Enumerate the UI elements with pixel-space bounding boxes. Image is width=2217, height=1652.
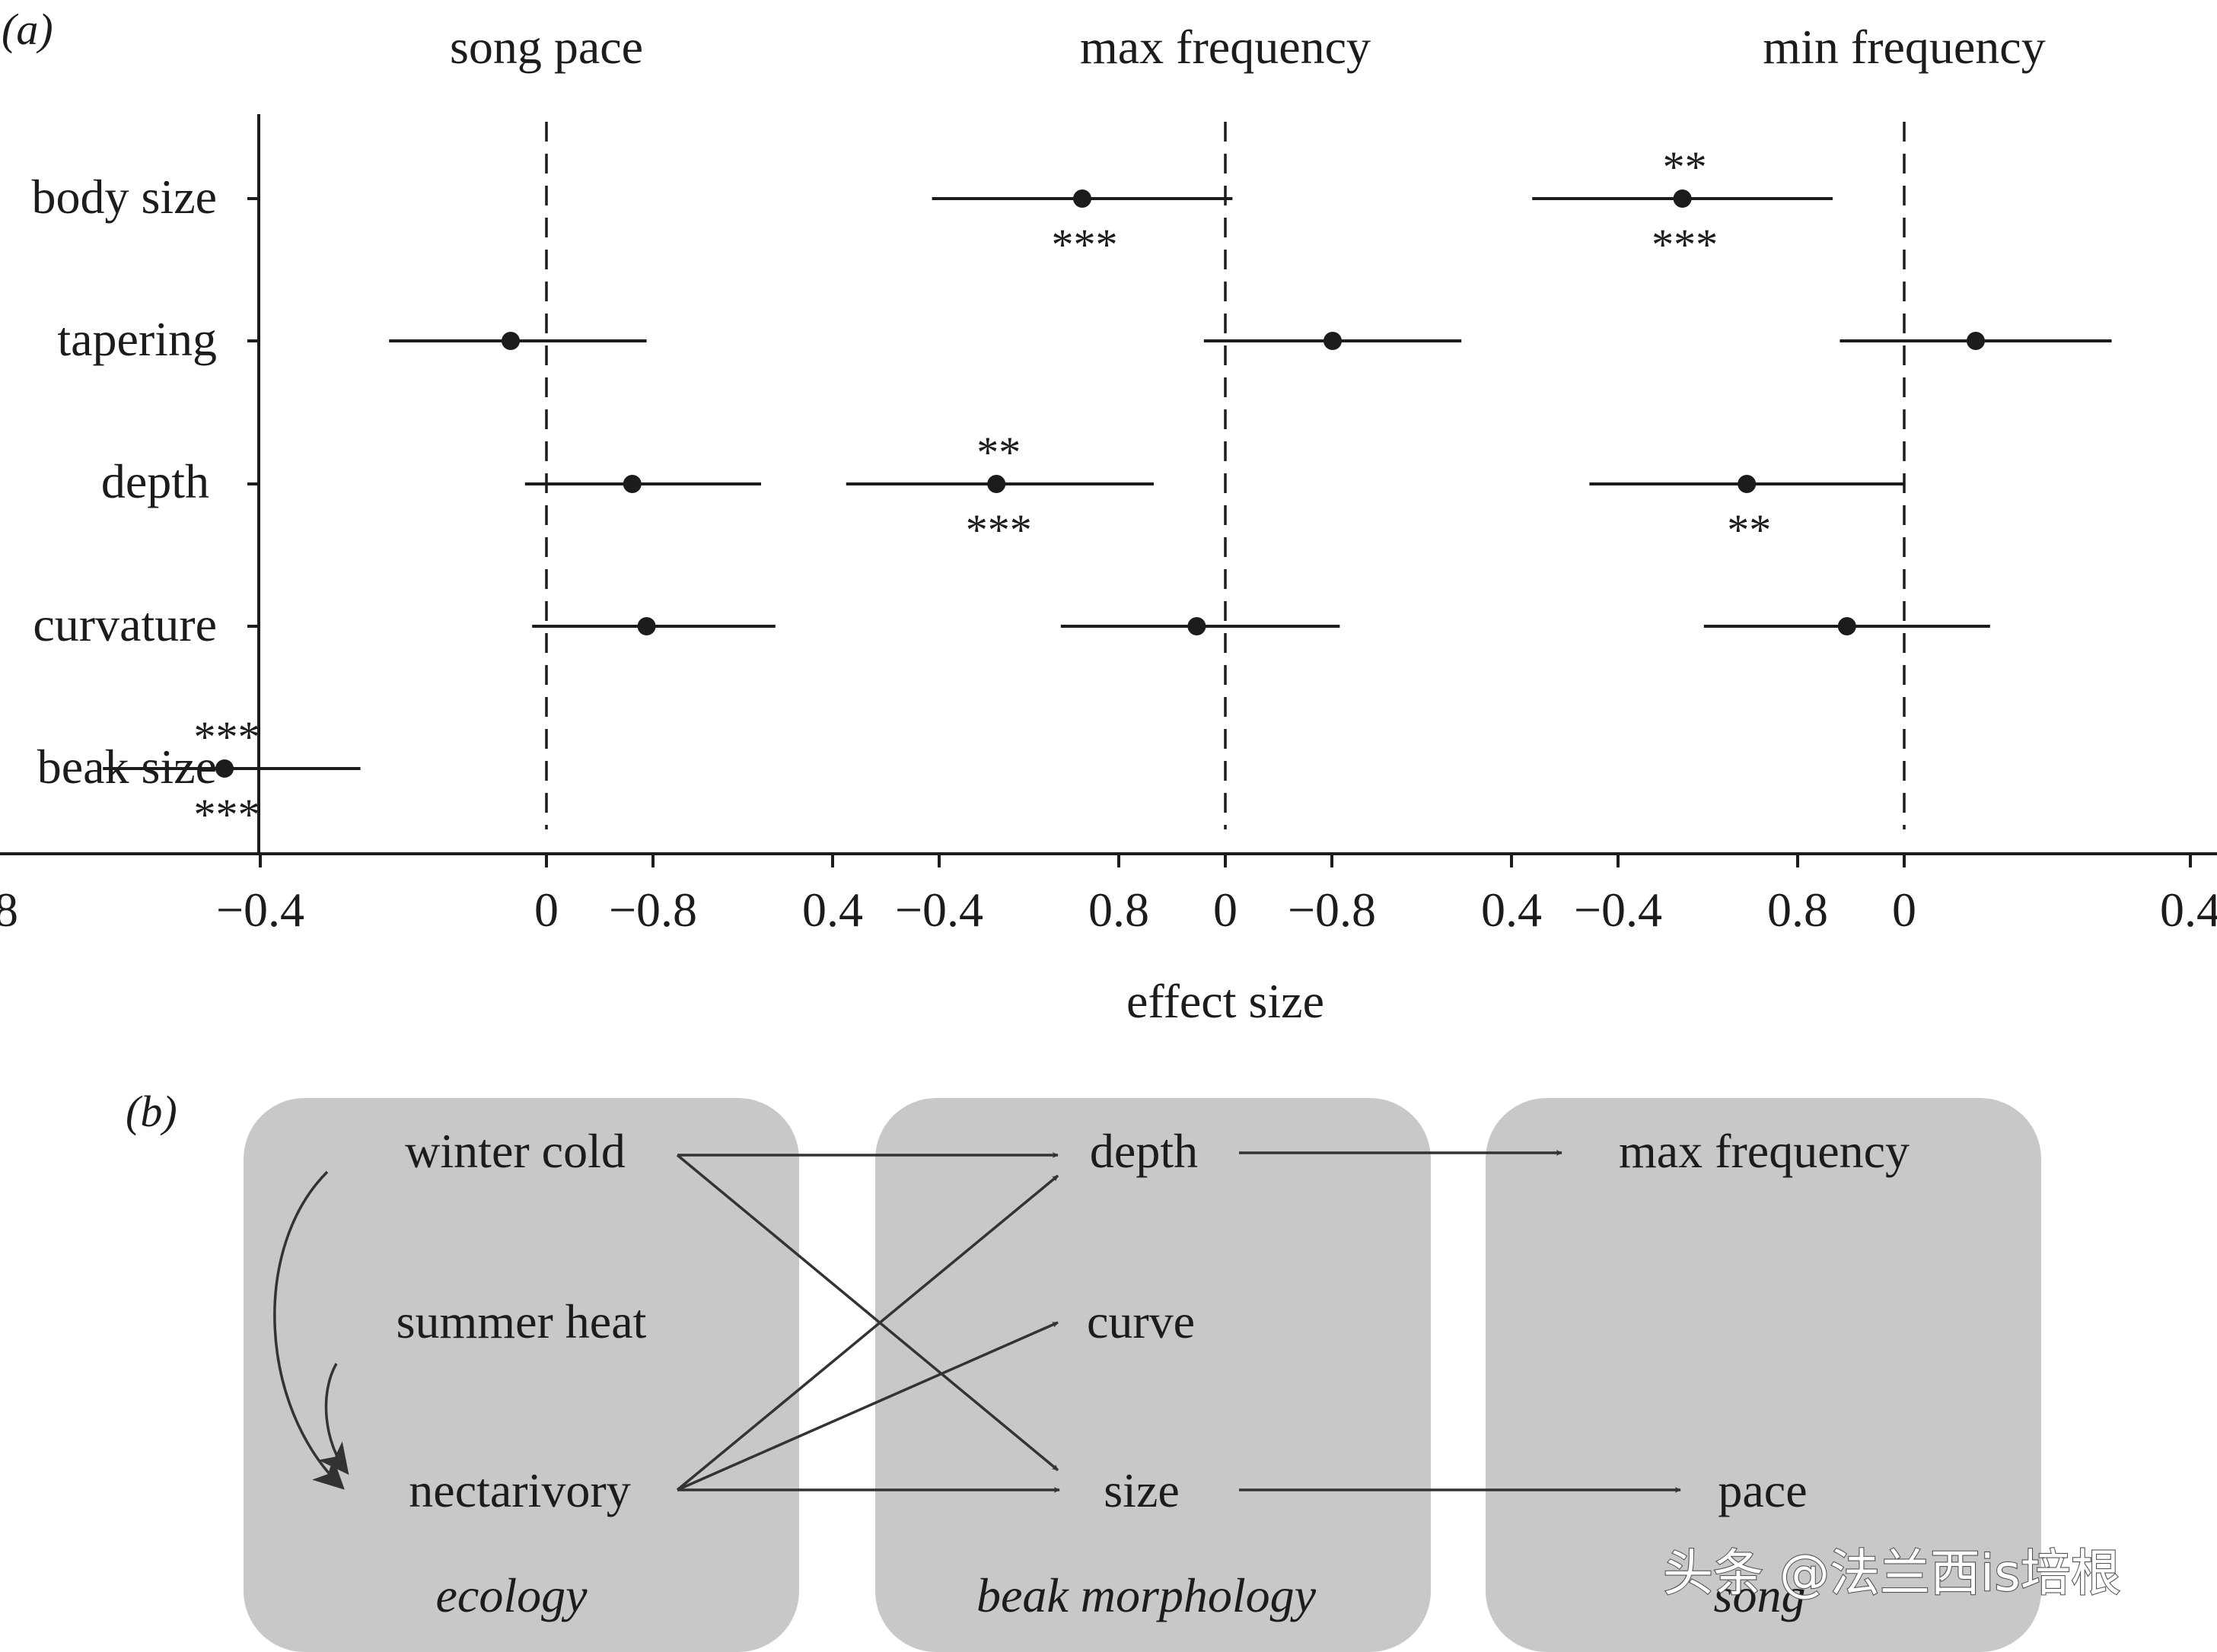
diagram-edges bbox=[273, 1150, 1681, 1493]
point-estimate bbox=[1738, 475, 1757, 493]
x-tick-label: −0.8 bbox=[1288, 883, 1376, 937]
predictor-label: beak size bbox=[37, 740, 217, 794]
point-estimate bbox=[502, 332, 520, 350]
significance-marker: *** bbox=[966, 505, 1032, 555]
plot-area: −0.8−0.400.40.8******−0.8−0.400.40.8****… bbox=[0, 114, 2217, 937]
point-estimate bbox=[1324, 332, 1342, 350]
significance-marker: *** bbox=[194, 790, 260, 839]
x-tick-label: −0.4 bbox=[1574, 883, 1662, 937]
predictor-label: depth bbox=[101, 454, 209, 508]
panel-title: song pace bbox=[450, 20, 643, 74]
node-winter-cold: winter cold bbox=[405, 1124, 626, 1178]
watermark: 头条 @法兰西is培根 bbox=[1663, 1544, 2121, 1603]
point-estimate bbox=[623, 475, 642, 493]
point-estimate bbox=[1673, 189, 1692, 208]
group-box-ecology bbox=[244, 1098, 799, 1652]
node-size: size bbox=[1104, 1463, 1180, 1517]
x-tick-label: 0.4 bbox=[2160, 883, 2217, 937]
panel-title: max frequency bbox=[1080, 20, 1371, 74]
node-summer-heat: summer heat bbox=[397, 1294, 647, 1348]
edge-nectarivory-to-curve bbox=[677, 1321, 1059, 1491]
point-estimate bbox=[1073, 189, 1091, 208]
x-tick-label: 0.8 bbox=[1767, 883, 1828, 937]
group-label-ecology: ecology bbox=[436, 1568, 588, 1622]
significance-marker: *** bbox=[1052, 220, 1118, 269]
x-tick-label: −0.4 bbox=[895, 883, 983, 937]
x-tick-label: −0.4 bbox=[216, 883, 304, 937]
x-tick-label: −0.8 bbox=[0, 883, 18, 937]
edge-summer-heat-to-nectarivory bbox=[318, 1363, 349, 1475]
node-depth: depth bbox=[1090, 1124, 1198, 1178]
edge-nectarivory-to-depth bbox=[676, 1174, 1059, 1491]
point-estimate bbox=[1187, 617, 1206, 635]
panel-b-label: (b) bbox=[126, 1087, 177, 1136]
group-label-song: song bbox=[1714, 1568, 1806, 1622]
x-tick-label: 0 bbox=[1213, 883, 1238, 937]
node-curve: curve bbox=[1087, 1294, 1195, 1348]
significance-marker: ** bbox=[1727, 505, 1771, 555]
x-tick-label: 0.8 bbox=[1088, 883, 1149, 937]
x-tick-label: 0.4 bbox=[1481, 883, 1542, 937]
x-tick-label: 0.4 bbox=[802, 883, 863, 937]
group-box-song bbox=[1486, 1098, 2041, 1652]
point-estimate bbox=[1967, 332, 1985, 350]
diagram-nodes: winter cold summer heat nectarivory dept… bbox=[397, 1124, 1910, 1517]
predictor-label: tapering bbox=[57, 312, 217, 366]
x-tick-label: 0 bbox=[534, 883, 559, 937]
point-estimate bbox=[987, 475, 1006, 493]
x-tick-label: 0 bbox=[1892, 883, 1916, 937]
significance-marker: ** bbox=[1663, 142, 1707, 192]
significance-marker: *** bbox=[194, 712, 260, 762]
x-axis-label: effect size bbox=[1126, 974, 1324, 1028]
point-estimate bbox=[637, 617, 656, 635]
panel-a-label: (a) bbox=[2, 5, 53, 54]
node-nectarivory: nectarivory bbox=[409, 1463, 630, 1517]
significance-marker: *** bbox=[1652, 220, 1718, 269]
group-box-beak-morphology bbox=[875, 1098, 1431, 1652]
point-estimate bbox=[215, 759, 234, 778]
predictor-labels: body size tapering depth curvature beak … bbox=[32, 170, 218, 794]
predictor-label: body size bbox=[32, 170, 218, 224]
node-max-frequency: max frequency bbox=[1619, 1124, 1910, 1178]
group-label-beak-morphology: beak morphology bbox=[976, 1568, 1317, 1622]
point-estimate bbox=[1837, 617, 1856, 635]
edge-winter-cold-to-nectarivory bbox=[273, 1170, 345, 1490]
node-pace: pace bbox=[1718, 1463, 1807, 1517]
edge-winter-cold-to-size bbox=[676, 1154, 1059, 1472]
panel-title: min frequency bbox=[1763, 20, 2045, 74]
x-tick-label: −0.8 bbox=[609, 883, 697, 937]
predictor-label: curvature bbox=[33, 597, 217, 651]
significance-marker: ** bbox=[976, 428, 1021, 477]
